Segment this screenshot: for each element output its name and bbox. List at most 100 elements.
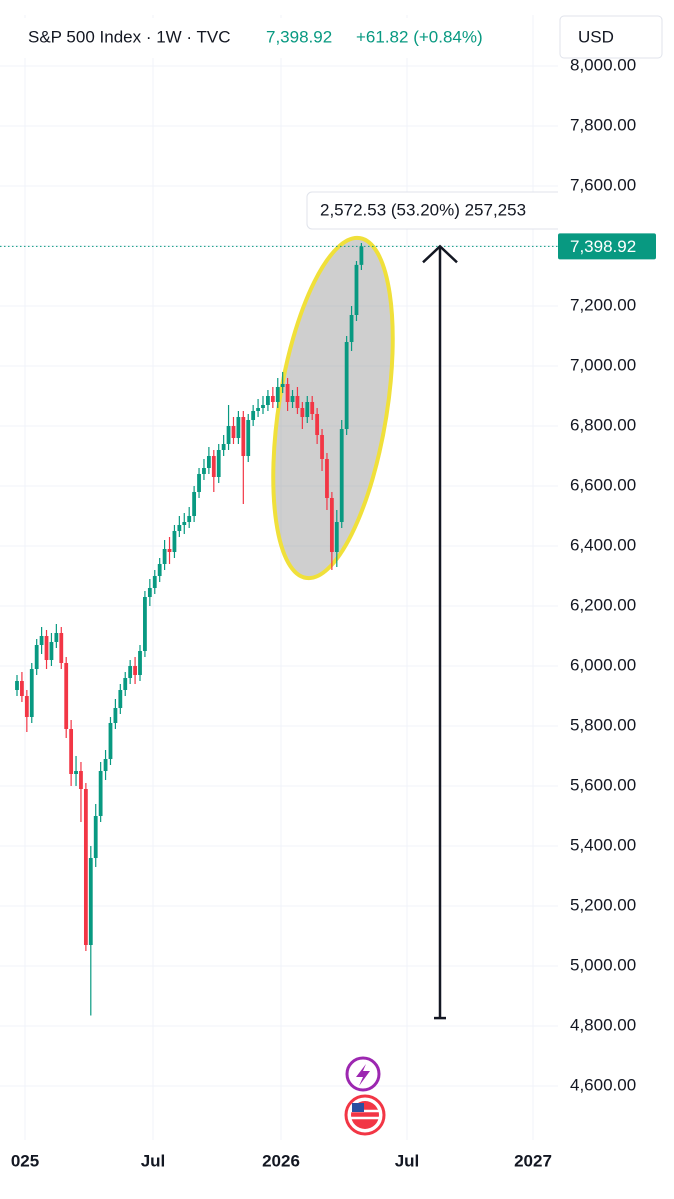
candle-body	[147, 588, 152, 597]
candle-body	[167, 549, 172, 552]
price-tag: 7,398.92	[570, 237, 636, 256]
measure-arrowhead	[422, 244, 458, 264]
candle-body	[310, 402, 315, 414]
candle-body	[251, 411, 256, 420]
candle-body	[118, 690, 123, 708]
header-bg	[12, 18, 512, 58]
y-tick-label: 7,000.00	[570, 355, 636, 374]
candle-body	[300, 408, 305, 417]
candle-body	[329, 498, 334, 552]
candle-body	[88, 858, 93, 945]
candle-body	[15, 681, 19, 690]
candle-body	[103, 759, 108, 771]
candle-body	[285, 384, 290, 402]
candle-body	[290, 396, 295, 402]
candle-body	[315, 414, 320, 435]
y-tick-label: 6,800.00	[570, 415, 636, 434]
y-tick-label: 4,800.00	[570, 1015, 636, 1034]
candle-body	[128, 666, 133, 678]
candle-body	[320, 435, 324, 459]
x-tick-label: Jul	[395, 1151, 420, 1170]
candle-body	[305, 402, 310, 417]
candle-body	[157, 564, 162, 576]
candle-body	[98, 771, 103, 816]
candle-body	[280, 384, 285, 387]
y-tick-label: 6,600.00	[570, 475, 636, 494]
y-tick-label: 6,000.00	[570, 655, 636, 674]
candle-body	[39, 636, 44, 645]
candle-body	[236, 417, 241, 438]
y-tick-label: 4,600.00	[570, 1075, 636, 1094]
candle-body	[69, 729, 74, 774]
candle-body	[295, 396, 300, 408]
y-tick-label: 5,400.00	[570, 835, 636, 854]
candle-body	[202, 468, 206, 474]
y-tick-label: 8,000.00	[570, 55, 636, 74]
candle-body	[211, 456, 216, 477]
y-tick-label: 5,200.00	[570, 895, 636, 914]
candle-body	[354, 264, 359, 315]
candle-body	[226, 426, 231, 444]
candle-body	[339, 429, 344, 522]
candle-body	[54, 633, 59, 642]
candle-body	[177, 525, 182, 531]
candle-body	[231, 426, 236, 438]
candle-body	[206, 456, 211, 468]
candle-body	[133, 666, 137, 675]
candle-body	[221, 444, 226, 450]
candle-body	[182, 522, 187, 525]
candle-body	[143, 597, 147, 651]
measure-label: 2,572.53 (53.20%) 257,253	[320, 200, 526, 219]
candle-body	[325, 459, 329, 498]
change: +61.82 (+0.84%)	[356, 27, 483, 46]
y-tick-label: 5,800.00	[570, 715, 636, 734]
candle-body	[192, 492, 197, 516]
candle-body	[93, 816, 98, 858]
candle-body	[29, 669, 34, 717]
highlight-ellipse	[271, 235, 395, 581]
candle-body	[334, 522, 339, 552]
x-tick-label: 2027	[514, 1151, 552, 1170]
candle-body	[266, 396, 270, 405]
y-tick-label: 7,800.00	[570, 115, 636, 134]
x-tick-label: 2026	[262, 1151, 300, 1170]
axis-mask	[558, 190, 674, 232]
candle-body	[83, 789, 88, 945]
candle-body	[59, 633, 64, 663]
candle-body	[270, 396, 275, 402]
candle-body	[275, 387, 280, 402]
x-tick-label: Jul	[141, 1151, 166, 1170]
y-tick-label: 7,200.00	[570, 295, 636, 314]
candles	[15, 243, 364, 1016]
candle-body	[349, 315, 354, 342]
candle-body	[138, 651, 142, 675]
candle-body	[172, 531, 177, 552]
price-tag-bg	[558, 233, 656, 260]
candle-body	[241, 417, 246, 456]
candle-body	[197, 474, 201, 492]
overlay: 2,572.53 (53.20%) 257,253	[0, 191, 568, 1020]
candle-body	[49, 642, 54, 660]
candle-body	[44, 636, 49, 660]
candle-body	[162, 549, 167, 564]
candle-body	[34, 645, 39, 669]
event-icons	[344, 1056, 386, 1136]
y-tick-label: 6,200.00	[570, 595, 636, 614]
candle-body	[359, 246, 364, 265]
candle-body	[246, 420, 251, 456]
title: S&P 500 Index · 1W · TVC	[28, 27, 231, 46]
candle-body	[24, 696, 29, 717]
candle-body	[344, 342, 349, 429]
flag-canton	[352, 1103, 364, 1112]
candle-body	[261, 405, 265, 408]
candle-body	[108, 723, 113, 759]
candle-body	[64, 663, 69, 729]
y-tick-label: 7,600.00	[570, 175, 636, 194]
currency-box[interactable]	[559, 15, 663, 59]
y-tick-label: 6,400.00	[570, 535, 636, 554]
y-tick-label: 5,000.00	[570, 955, 636, 974]
candle-body	[123, 678, 128, 690]
candle-body	[187, 516, 192, 522]
